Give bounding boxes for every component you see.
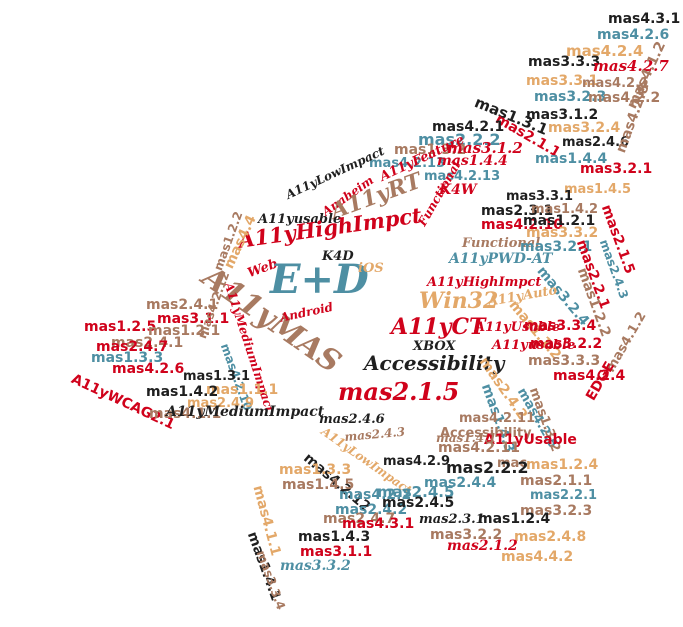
word-mas4-2-1: mas4.2.1	[432, 119, 505, 135]
word-mas1-3-3: mas1.3.3	[91, 350, 164, 366]
word-a11ywcag2-1: A11yWCAG2.1	[68, 371, 178, 434]
word-mas2-4-5: mas2.4.5	[382, 495, 455, 511]
word-mas3-2-1: mas3.2.1	[520, 239, 593, 255]
word-mas4-2-11: mas4.2.11	[459, 411, 536, 426]
word-mas1-3-2: mas1.3.2	[394, 142, 467, 158]
word-android: Android	[278, 299, 335, 325]
word-k4w: K4W	[439, 182, 477, 198]
word-mas4-2-13: mas4.2.13	[369, 156, 446, 171]
word-mas4-2-1: mas4.2.1	[582, 76, 650, 91]
word-mas2-4-8: mas2.4.8	[514, 529, 587, 545]
word-mas2-1-5: mas2.1.5	[338, 377, 460, 406]
word-mas1-3-1: mas1.3.1	[183, 369, 251, 384]
word-mas2-4-6: mas2.4.6	[562, 135, 630, 150]
word-mas2-4-9: mas2.4.9	[187, 396, 255, 411]
word-mas1-4-4: mas1.4.4	[535, 151, 608, 167]
word-mac: mac	[497, 456, 528, 471]
word-a11yusable: A11yUsable	[484, 432, 577, 448]
word-mas4-2-4: mas4.2.4	[553, 368, 626, 384]
word-mas4-4-2: mas4.4.2	[501, 549, 574, 565]
word-mas2-1-2: mas2.1.2	[447, 538, 518, 554]
word-mas3-1-2: mas3.1.2	[447, 139, 523, 157]
word-mas1-1-1: mas1.1.1	[206, 382, 279, 398]
word-mas1-2-5: mas1.2.5	[84, 319, 157, 335]
word-mas4-3-1: mas4.3.1	[342, 516, 415, 532]
word-a11yhighimpct: A11yHighImpct	[427, 275, 542, 290]
word-mas1-4-3: mas1.4.3	[298, 529, 371, 545]
word-a11yusable: A11yUsable	[475, 320, 561, 335]
word-mas3-3-4: mas3.3.4	[524, 318, 597, 334]
word-mas2-2-2: mas2.2.2	[418, 130, 501, 149]
word-a11yusable: A11yusable	[258, 212, 342, 227]
word-mas4-2-6: mas4.2.6	[597, 27, 670, 43]
word-mas1-4-4: mas1.4.4	[437, 153, 508, 169]
word-mas3-2-2: mas3.2.2	[430, 527, 503, 543]
word-mas3-3-1: mas3.3.1	[526, 73, 599, 89]
word-mas1-4-5: mas1.4.5	[282, 477, 355, 493]
word-a11ymediumimpact: A11yMediumImpact	[166, 404, 325, 420]
word-mas4-2-2: mas4.2.2	[339, 487, 412, 503]
word-mas3-2-1: mas3.2.1	[580, 161, 653, 177]
word-mas4-1-1: mas4.1.1	[149, 406, 222, 422]
word-mas3-2-3: mas3.2.3	[534, 89, 607, 105]
word-mas4-2-4: mas4.2.4	[566, 42, 644, 60]
word-k4d: K4D	[322, 249, 354, 264]
word-mas3-1-1: mas3.1.1	[157, 311, 230, 327]
word-mas4-2-10: mas4.2.10	[481, 217, 563, 233]
word-mas2-3-1: mas2.3.1	[419, 512, 485, 527]
word-mas4-2-9: mas4.2.9	[383, 454, 451, 469]
word-a11yct: A11yCT	[391, 314, 486, 340]
word-mas2-4-7: mas2.4.7	[96, 339, 169, 355]
word-mas2-4-1: mas2.4.1	[146, 297, 219, 313]
word-mas2-3-1: mas2.3.1	[481, 203, 554, 219]
word-mas3-3-3: mas3.3.3	[528, 353, 601, 369]
word-mas3-3-2: mas3.3.2	[280, 558, 351, 574]
word-accessibility: Accessibility	[364, 351, 505, 375]
word-mas4-2-6: mas4.2.6	[112, 361, 185, 377]
word-mas2-1-1: mas2.1.1	[520, 473, 593, 489]
word-ios: iOS	[358, 261, 384, 276]
word-mas1-2-4: mas1.2.4	[478, 511, 551, 527]
word-mas2-4-7: mas2.4.7	[323, 511, 396, 527]
word-mas3-2-2: mas3.2.2	[530, 336, 603, 352]
word-mas3-3-2: mas3.3.2	[526, 225, 599, 241]
word-mas2-4-3: mas2.4.3	[343, 424, 406, 444]
word-mas1-3-3: mas1.3.3	[279, 462, 352, 478]
word-mas4-3-1: mas4.3.1	[608, 11, 681, 27]
word-mas3-3-1: mas3.3.1	[506, 189, 574, 204]
word-mas3-2-3: mas3.2.3	[520, 503, 593, 519]
word-mas1-4-1: mas1.4.1	[436, 431, 497, 445]
word-mas2-4-5: mas2.4.5	[377, 483, 455, 501]
word-mas1-2-1: mas1.2.1	[523, 213, 596, 229]
word-xbox: XBOX	[413, 339, 456, 354]
word-mas4-2-2: mas4.2.2	[588, 90, 661, 106]
word-mas1-4-2: mas1.4.2	[531, 202, 599, 217]
word-mas1-4-5: mas1.4.5	[564, 182, 632, 197]
word-mas2-4-1: mas2.4.1	[111, 335, 184, 351]
word-mas4-2-13: mas4.2.13	[424, 169, 501, 184]
word-a11ypwd-at: A11yPWD-AT	[449, 251, 553, 267]
word-e-d: E+D	[270, 256, 369, 303]
word-mas3-1-1: mas3.1.1	[300, 544, 373, 560]
word-accessibility: Accessibility	[440, 426, 532, 441]
word-mas2-4-6: mas2.4.6	[319, 412, 385, 427]
word-mas3-2-4: mas3.2.4	[548, 120, 621, 136]
word-functional: Functional	[462, 236, 541, 251]
word-mas2-4-4: mas2.4.4	[424, 475, 497, 491]
word-win32: Win32	[419, 288, 499, 314]
word-mas2-2-2: mas2.2.2	[446, 458, 529, 477]
word-mas4-2-11: mas4.2.11	[438, 440, 520, 456]
word-mas1-2-4: mas1.2.4	[526, 457, 599, 473]
word-mas3-3-3: mas3.3.3	[528, 54, 601, 70]
word-mas2-4-2: mas2.4.2	[335, 502, 408, 518]
word-mas4-2-7: mas4.2.7	[593, 57, 669, 75]
word-mas1-2-1: mas1.2.1	[148, 323, 221, 339]
word-mas2-2-1: mas2.2.1	[530, 488, 598, 503]
word-a11yusable: A11yusable	[492, 338, 576, 353]
word-mas3-1-2: mas3.1.2	[526, 107, 599, 123]
word-mas1-4-2: mas1.4.2	[146, 384, 219, 400]
